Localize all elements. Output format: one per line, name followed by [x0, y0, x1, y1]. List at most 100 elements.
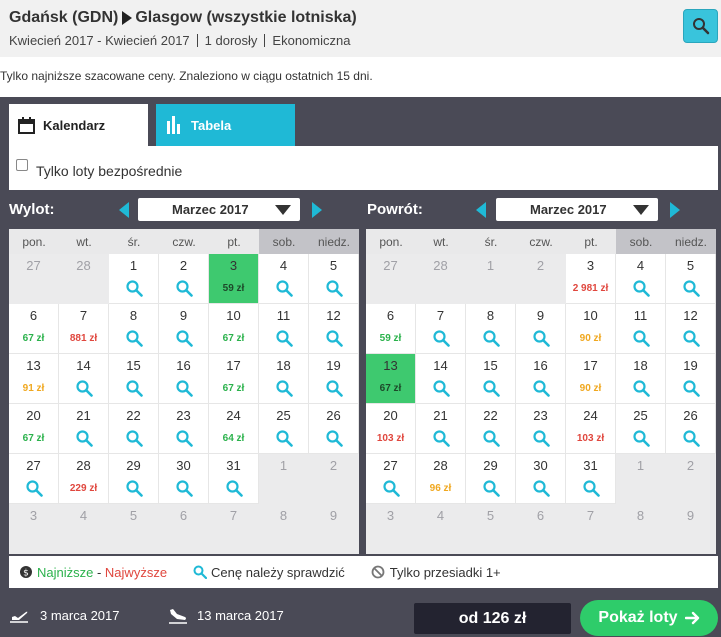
return-day-cell[interactable]: 9	[516, 304, 566, 354]
return-day-cell[interactable]: 28 96 zł	[416, 454, 466, 504]
departure-day-cell[interactable]: 22	[109, 404, 159, 454]
return-day-cell[interactable]: 16	[516, 354, 566, 404]
day-number: 2	[536, 258, 545, 273]
return-day-cell[interactable]: 15	[466, 354, 516, 404]
return-day-cell[interactable]: 27	[366, 454, 416, 504]
tab-calendar[interactable]: Kalendarz	[9, 104, 148, 146]
return-day-cell[interactable]: 30	[516, 454, 566, 504]
day-number: 6	[29, 308, 38, 323]
departure-day-cell: 6	[159, 504, 209, 554]
return-day-cell[interactable]: 21	[416, 404, 466, 454]
day-number: 17	[226, 358, 241, 373]
departure-day-cell[interactable]: 8	[109, 304, 159, 354]
departure-day-cell[interactable]: 9	[159, 304, 209, 354]
return-day-cell[interactable]: 8	[466, 304, 516, 354]
departure-month-select[interactable]: Marzec 2017	[138, 198, 300, 221]
magnifier-icon	[326, 280, 343, 297]
magnifier-icon	[533, 480, 550, 497]
return-day-cell[interactable]: 5	[666, 254, 716, 304]
departure-day-cell[interactable]: 3 59 zł	[209, 254, 259, 304]
return-day-cell[interactable]: 4	[616, 254, 666, 304]
departure-day-cell[interactable]: 17 67 zł	[209, 354, 259, 404]
departure-day-cell[interactable]: 10 67 zł	[209, 304, 259, 354]
return-day-cell[interactable]: 29	[466, 454, 516, 504]
day-price: 91 zł	[22, 383, 45, 394]
departure-day-cell[interactable]: 30	[159, 454, 209, 504]
departure-day-cell[interactable]: 25	[259, 404, 309, 454]
departure-day-cell[interactable]: 19	[309, 354, 359, 404]
departure-day-cell[interactable]: 23	[159, 404, 209, 454]
departure-day-cell[interactable]: 5	[309, 254, 359, 304]
magnifier-icon	[176, 330, 193, 347]
departure-prev-month-button[interactable]	[119, 202, 129, 218]
departure-day-cell[interactable]: 15	[109, 354, 159, 404]
show-flights-button[interactable]: Pokaż loty	[580, 600, 718, 636]
departure-day-cell[interactable]: 12	[309, 304, 359, 354]
departure-next-month-button[interactable]	[312, 202, 322, 218]
departure-day-cell[interactable]: 20 67 zł	[9, 404, 59, 454]
return-day-cell[interactable]: 12	[666, 304, 716, 354]
return-day-cell[interactable]: 22	[466, 404, 516, 454]
plane-takeoff-icon	[10, 611, 28, 623]
return-day-cell[interactable]: 26	[666, 404, 716, 454]
return-day-cell[interactable]: 6 59 zł	[366, 304, 416, 354]
return-day-cell[interactable]: 7	[416, 304, 466, 354]
departure-day-cell[interactable]: 13 91 zł	[9, 354, 59, 404]
departure-day-cell[interactable]: 31	[209, 454, 259, 504]
return-month-select[interactable]: Marzec 2017	[496, 198, 658, 221]
return-day-cell[interactable]: 17 90 zł	[566, 354, 616, 404]
departure-day-cell[interactable]: 14	[59, 354, 109, 404]
departure-day-cell[interactable]: 4	[259, 254, 309, 304]
day-number: 21	[76, 408, 91, 423]
departure-day-cell: 4	[59, 504, 109, 554]
day-number: 7	[586, 508, 595, 523]
return-day-cell: 6	[516, 504, 566, 554]
magnifier-icon	[26, 480, 43, 497]
weekday-header: pon.	[9, 229, 59, 254]
magnifier-icon	[483, 330, 500, 347]
departure-day-cell[interactable]: 16	[159, 354, 209, 404]
return-day-cell[interactable]: 23	[516, 404, 566, 454]
departure-day-cell[interactable]: 26	[309, 404, 359, 454]
departure-day-cell[interactable]: 28 229 zł	[59, 454, 109, 504]
return-day-cell[interactable]: 18	[616, 354, 666, 404]
day-number: 8	[129, 308, 138, 323]
return-day-cell[interactable]: 31	[566, 454, 616, 504]
departure-day-cell[interactable]: 21	[59, 404, 109, 454]
day-number: 27	[26, 258, 41, 273]
departure-day-cell[interactable]: 11	[259, 304, 309, 354]
departure-day-cell[interactable]: 1	[109, 254, 159, 304]
weekday-header: pt.	[209, 229, 259, 254]
return-next-month-button[interactable]	[670, 202, 680, 218]
departure-day-cell[interactable]: 18	[259, 354, 309, 404]
magnifier-icon	[193, 565, 208, 579]
day-number: 9	[686, 508, 695, 523]
magnifier-icon	[633, 430, 650, 447]
day-number: 24	[226, 408, 241, 423]
day-number: 27	[383, 258, 398, 273]
direct-only-checkbox[interactable]	[16, 159, 28, 171]
departure-day-cell[interactable]: 24 64 zł	[209, 404, 259, 454]
day-number: 5	[686, 258, 695, 273]
departure-day-cell[interactable]: 6 67 zł	[9, 304, 59, 354]
day-number: 28	[433, 258, 448, 273]
departure-day-cell[interactable]: 2	[159, 254, 209, 304]
return-day-cell[interactable]: 3 2 981 zł	[566, 254, 616, 304]
return-day-cell[interactable]: 25	[616, 404, 666, 454]
return-day-cell[interactable]: 24 103 zł	[566, 404, 616, 454]
day-number: 26	[326, 408, 341, 423]
return-day-cell[interactable]: 11	[616, 304, 666, 354]
return-day-cell[interactable]: 19	[666, 354, 716, 404]
return-prev-month-button[interactable]	[476, 202, 486, 218]
departure-day-cell[interactable]: 7 881 zł	[59, 304, 109, 354]
departure-day-cell[interactable]: 27	[9, 454, 59, 504]
return-day-cell[interactable]: 20 103 zł	[366, 404, 416, 454]
tab-table[interactable]: Tabela	[156, 104, 295, 146]
day-number: 2	[686, 458, 695, 473]
departure-day-cell: 2	[309, 454, 359, 504]
return-day-cell[interactable]: 14	[416, 354, 466, 404]
return-day-cell[interactable]: 13 67 zł	[366, 354, 416, 404]
edit-search-button[interactable]	[683, 9, 718, 43]
return-day-cell[interactable]: 10 90 zł	[566, 304, 616, 354]
departure-day-cell[interactable]: 29	[109, 454, 159, 504]
